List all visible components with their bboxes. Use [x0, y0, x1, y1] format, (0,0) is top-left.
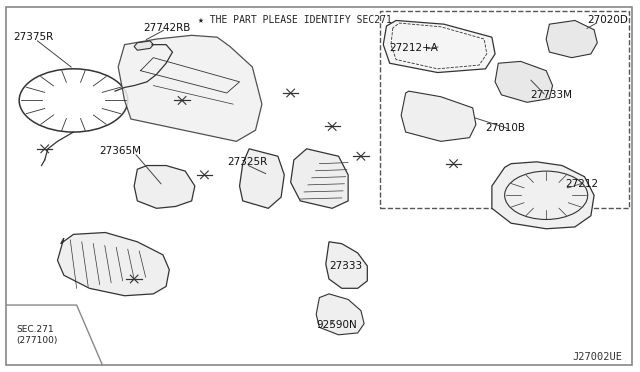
Text: 27010B: 27010B — [486, 124, 525, 133]
Polygon shape — [316, 294, 364, 335]
Polygon shape — [118, 35, 262, 141]
Polygon shape — [495, 61, 552, 102]
Polygon shape — [383, 20, 495, 73]
Text: 27742RB: 27742RB — [144, 23, 191, 33]
Polygon shape — [546, 20, 597, 58]
Polygon shape — [401, 91, 476, 141]
Text: J27002UE: J27002UE — [573, 352, 623, 362]
Polygon shape — [239, 149, 284, 208]
Text: 27325R: 27325R — [227, 157, 267, 167]
Polygon shape — [492, 162, 594, 229]
Text: 27733M: 27733M — [530, 90, 572, 100]
Text: 27212+A: 27212+A — [390, 44, 438, 53]
Text: ★ THE PART PLEASE IDENTIFY SEC271: ★ THE PART PLEASE IDENTIFY SEC271 — [198, 16, 392, 25]
Text: SEC.271
(277100): SEC.271 (277100) — [16, 325, 58, 344]
Polygon shape — [326, 242, 367, 288]
Polygon shape — [291, 149, 348, 208]
Text: 27020D: 27020D — [588, 16, 628, 25]
Polygon shape — [58, 232, 170, 296]
Text: 92590N: 92590N — [316, 321, 357, 330]
Text: 27212: 27212 — [565, 179, 598, 189]
Text: 27333: 27333 — [329, 261, 362, 271]
Polygon shape — [134, 166, 195, 208]
Text: 27375R: 27375R — [13, 32, 53, 42]
Text: 27365M: 27365M — [99, 146, 141, 155]
Polygon shape — [134, 41, 154, 50]
Bar — [380, 11, 629, 208]
